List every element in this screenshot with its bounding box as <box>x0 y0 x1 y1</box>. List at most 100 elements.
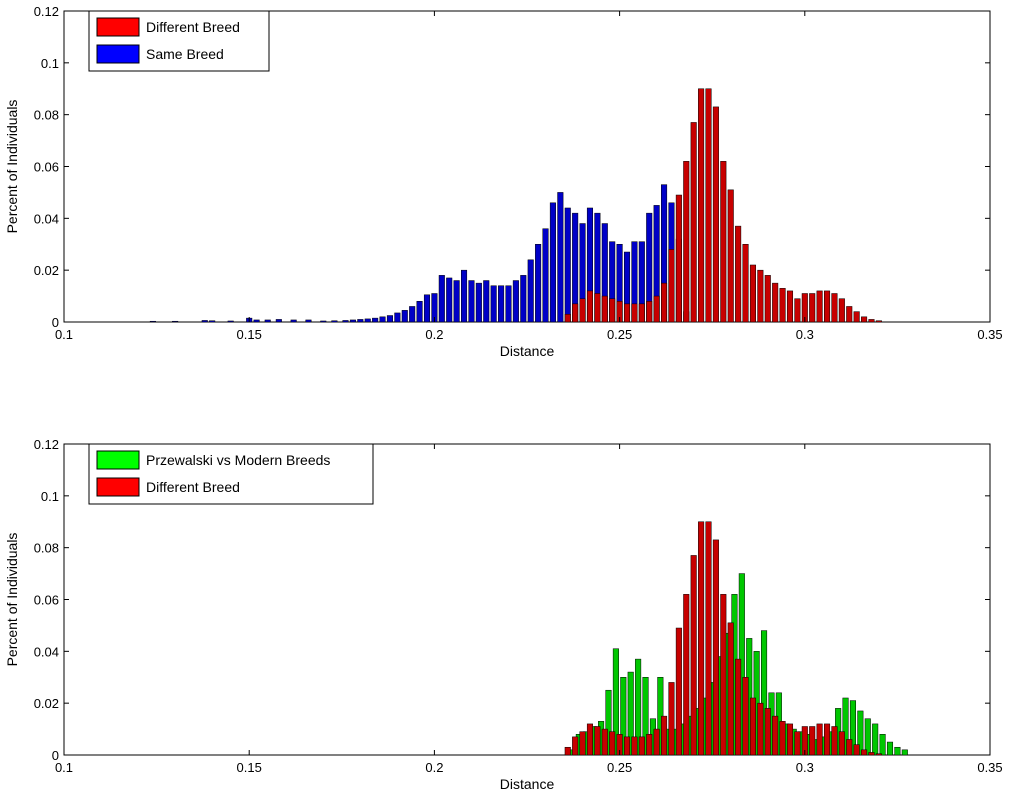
legend: Different Breed Same Breed <box>88 10 270 72</box>
bar <box>809 726 816 756</box>
bar <box>757 269 764 323</box>
bar <box>379 316 386 323</box>
bar <box>364 318 371 323</box>
bar <box>653 728 660 756</box>
bar <box>861 316 868 323</box>
bar <box>535 244 542 323</box>
x-tick-label: 0.25 <box>607 327 632 342</box>
bar <box>201 320 208 323</box>
bar <box>831 726 838 756</box>
bar <box>661 715 668 756</box>
bar <box>512 280 519 323</box>
bar <box>609 298 616 323</box>
x-tick-label: 0.35 <box>977 327 1002 342</box>
x-tick-label: 0.15 <box>237 760 262 775</box>
series-1 <box>564 521 882 756</box>
chart-top: 0.1 0.15 0.2 0.25 0.3 0.35 0 0.02 0.04 0.06 0.08 0.… <box>4 4 1003 359</box>
bar <box>594 726 601 756</box>
bar <box>816 290 823 323</box>
y-tick-label: 0.1 <box>41 489 59 504</box>
legend-label: Przewalski vs Modern Breeds <box>146 452 330 468</box>
bar <box>831 293 838 323</box>
chart-bottom: 0.1 0.15 0.2 0.25 0.3 0.35 0 0.02 0.04 0.06 0.08 0.… <box>4 437 1003 792</box>
bar <box>372 317 379 323</box>
bar <box>490 285 497 323</box>
x-tick-label: 0.25 <box>607 760 632 775</box>
bar <box>631 303 638 323</box>
bar <box>749 264 756 323</box>
bar <box>857 710 864 756</box>
bar <box>557 192 564 323</box>
bar <box>809 293 816 323</box>
bar <box>742 244 749 323</box>
bar <box>853 744 860 756</box>
bar <box>705 88 712 323</box>
bar <box>838 298 845 323</box>
bar <box>609 731 616 756</box>
bar <box>712 539 719 756</box>
bar <box>638 303 645 323</box>
bar <box>438 275 445 323</box>
bar <box>901 749 908 756</box>
bar <box>727 189 734 323</box>
x-tick-label: 0.2 <box>425 327 443 342</box>
bar <box>705 521 712 756</box>
bar <box>446 277 453 323</box>
bar <box>786 723 794 756</box>
series-1 <box>564 88 882 323</box>
bar <box>275 319 282 323</box>
bar <box>786 290 794 323</box>
bar <box>698 521 705 756</box>
bar <box>416 301 423 323</box>
bar <box>623 736 631 756</box>
bar <box>720 594 727 756</box>
bar <box>646 734 653 756</box>
bar <box>846 306 853 323</box>
bar <box>594 293 601 323</box>
legend: Przewalski vs Modern Breeds Different Bre… <box>88 443 374 505</box>
y-tick-label: 0 <box>52 315 59 330</box>
bar <box>461 269 468 323</box>
bar <box>520 275 527 323</box>
y-axis-title: Percent of Individuals <box>4 100 20 234</box>
bar <box>149 320 156 323</box>
bar <box>849 700 856 756</box>
bar <box>209 320 216 323</box>
y-tick-label: 0.08 <box>34 541 59 556</box>
bar <box>749 697 756 756</box>
bar <box>320 320 327 323</box>
bar <box>864 718 871 756</box>
y-tick-label: 0.02 <box>34 696 59 711</box>
bar <box>605 689 612 756</box>
bar <box>824 723 831 756</box>
bar <box>357 319 364 323</box>
y-tick-label: 0.06 <box>34 160 59 175</box>
bar <box>579 731 586 756</box>
bar <box>816 723 823 756</box>
bar <box>772 282 779 323</box>
bar <box>886 741 894 756</box>
bar <box>631 736 638 756</box>
bar <box>579 298 586 323</box>
bar <box>264 319 271 323</box>
bar <box>683 594 690 756</box>
y-tick-label: 0.12 <box>34 4 59 19</box>
bar <box>349 319 356 323</box>
bar <box>779 288 786 323</box>
bar <box>872 723 879 756</box>
bar <box>794 298 801 323</box>
bar <box>742 677 749 756</box>
bar <box>290 319 297 323</box>
bar <box>868 752 875 756</box>
y-tick-label: 0.1 <box>41 56 59 71</box>
bar <box>690 555 697 756</box>
bar <box>772 715 779 756</box>
bar <box>668 249 675 323</box>
bar <box>172 320 179 323</box>
legend-swatch <box>96 450 140 470</box>
bar <box>572 303 579 323</box>
bar <box>453 280 460 323</box>
bar <box>727 622 734 756</box>
legend-label: Different Breed <box>146 19 240 35</box>
